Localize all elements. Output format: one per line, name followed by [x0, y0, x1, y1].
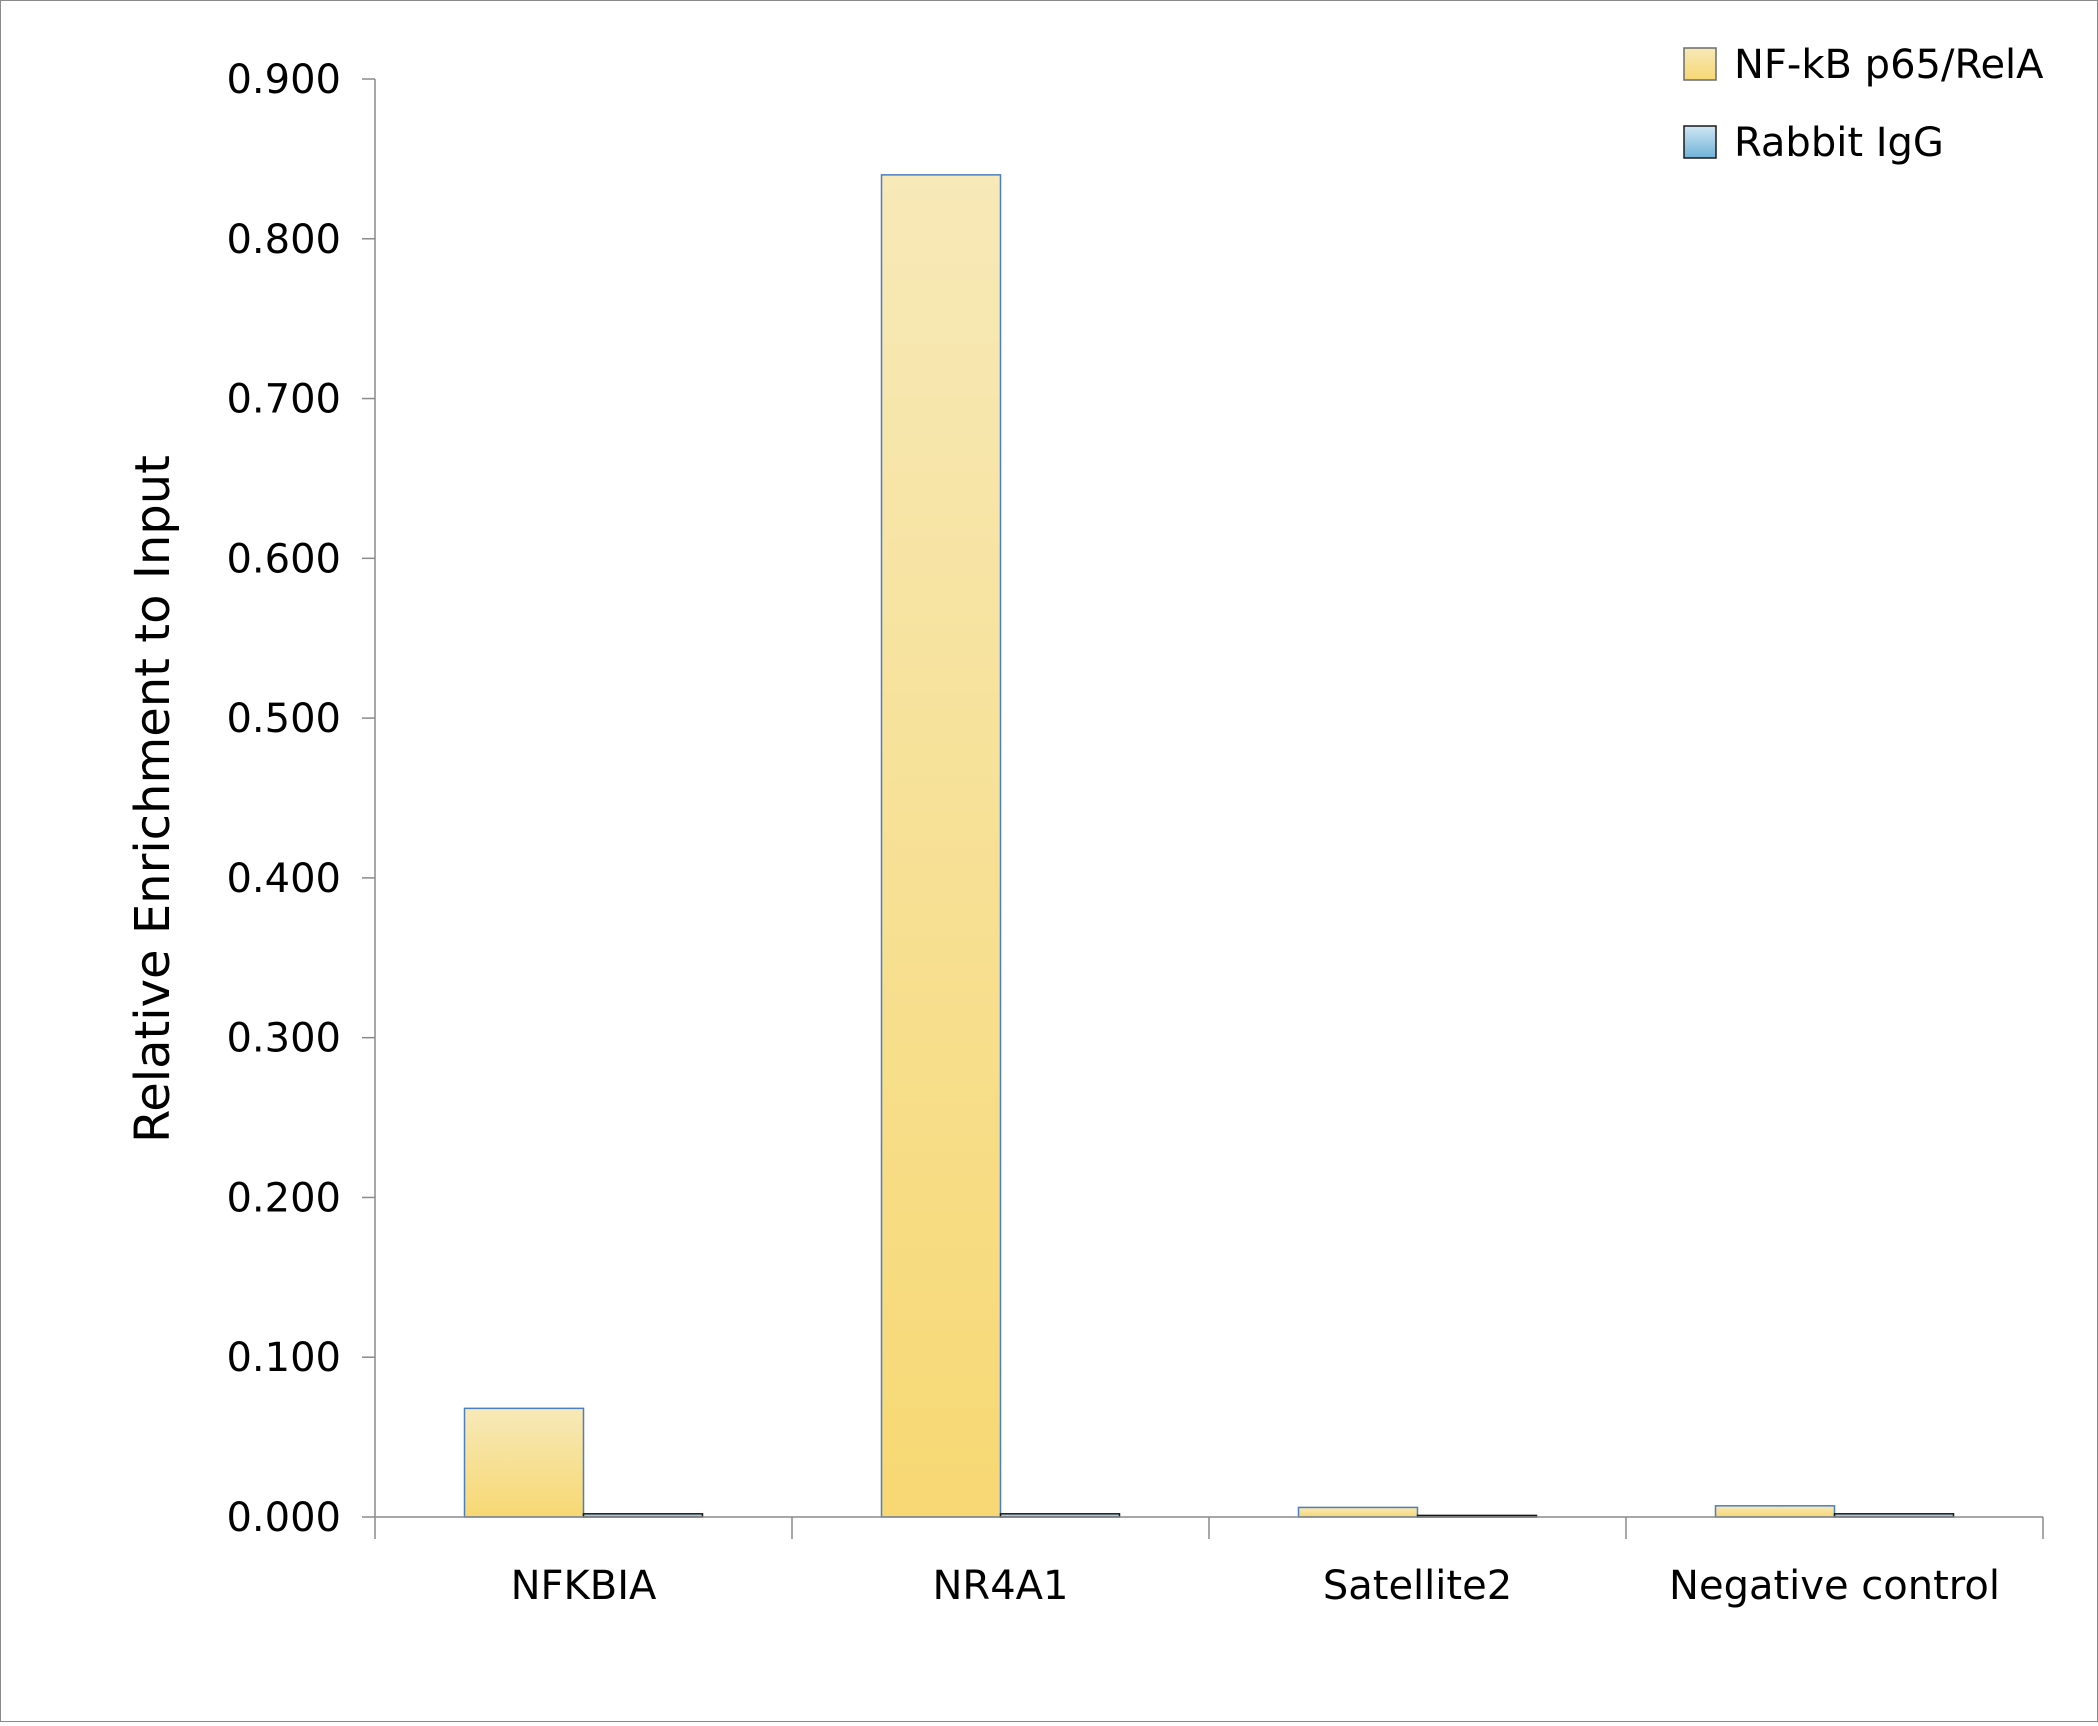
legend-swatch [1683, 125, 1717, 159]
x-category-label: NFKBIA [511, 1563, 657, 1609]
bar-nfkb-2 [1297, 1506, 1419, 1518]
y-tick-labels: 0.000 0.100 0.200 0.300 0.400 0.500 0.600 0.700… [226, 57, 341, 1541]
x-category-label: Satellite2 [1323, 1563, 1512, 1609]
y-tick-label: 0.400 [226, 856, 341, 902]
legend: NF-kB p65/RelA Rabbit IgG [1683, 42, 2044, 166]
legend-swatch [1683, 47, 1717, 81]
axes-layer [362, 78, 2044, 1539]
y-tick-label: 0.100 [226, 1335, 341, 1381]
legend-item: NF-kB p65/RelA [1683, 42, 2044, 88]
bar-nfkb-3 [1714, 1505, 1836, 1518]
y-tick-label: 0.800 [226, 217, 341, 263]
x-category-label: NR4A1 [933, 1563, 1069, 1609]
bar-nfkb-0 [463, 1407, 585, 1518]
y-tick-label: 0.500 [226, 696, 341, 742]
x-category-label: Negative control [1669, 1563, 2000, 1609]
y-tick-label: 0.300 [226, 1016, 341, 1062]
legend-label: Rabbit IgG [1734, 120, 1944, 166]
y-axis-title: Relative Enrichment to Input [125, 455, 181, 1143]
y-tick-label: 0.000 [226, 1495, 341, 1541]
bar-nfkb-1 [880, 174, 1002, 1518]
y-tick-label: 0.600 [226, 536, 341, 582]
y-tick-label: 0.200 [226, 1175, 341, 1221]
legend-item: Rabbit IgG [1683, 120, 1944, 166]
bars-layer [463, 174, 1955, 1518]
y-tick-label: 0.700 [226, 377, 341, 423]
y-tick-label: 0.900 [226, 57, 341, 103]
x-category-labels: NFKBIA NR4A1 Satellite2 Negative control [511, 1563, 2000, 1609]
legend-label: NF-kB p65/RelA [1734, 42, 2044, 88]
